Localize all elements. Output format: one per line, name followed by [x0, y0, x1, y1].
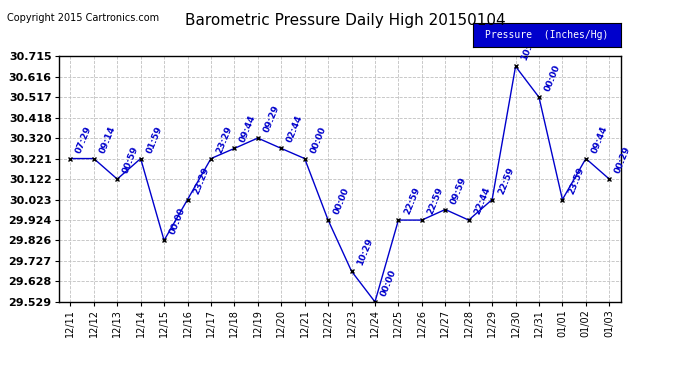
Text: Copyright 2015 Cartronics.com: Copyright 2015 Cartronics.com — [7, 13, 159, 23]
Text: 10:29: 10:29 — [356, 237, 375, 267]
Text: 22:59: 22:59 — [402, 186, 422, 216]
Text: 00:00: 00:00 — [543, 64, 562, 93]
Text: 23:29: 23:29 — [192, 165, 211, 195]
Text: 00:00: 00:00 — [309, 125, 328, 154]
Text: 09:29: 09:29 — [262, 104, 281, 134]
Text: 10:00: 10:00 — [520, 33, 539, 62]
Text: 01:59: 01:59 — [145, 124, 164, 154]
Text: Pressure  (Inches/Hg): Pressure (Inches/Hg) — [485, 30, 609, 40]
Text: 00:29: 00:29 — [613, 145, 633, 175]
Text: 09:59: 09:59 — [449, 175, 469, 206]
Text: 07:29: 07:29 — [75, 124, 94, 154]
Text: 00:00: 00:00 — [333, 186, 351, 216]
Text: 02:44: 02:44 — [286, 114, 304, 144]
Text: Barometric Pressure Daily High 20150104: Barometric Pressure Daily High 20150104 — [185, 13, 505, 28]
Text: 09:14: 09:14 — [98, 124, 117, 154]
Text: 22:44: 22:44 — [473, 186, 492, 216]
Text: 23:59: 23:59 — [566, 165, 586, 195]
Text: 00:00: 00:00 — [379, 268, 398, 298]
Text: 09:44: 09:44 — [590, 124, 609, 154]
Text: 22:59: 22:59 — [496, 165, 515, 195]
Text: 09:44: 09:44 — [239, 114, 257, 144]
Text: 22:59: 22:59 — [426, 186, 445, 216]
Text: 00:59: 00:59 — [121, 145, 141, 175]
Text: 23:29: 23:29 — [215, 124, 234, 154]
Text: 00:00: 00:00 — [168, 207, 187, 236]
